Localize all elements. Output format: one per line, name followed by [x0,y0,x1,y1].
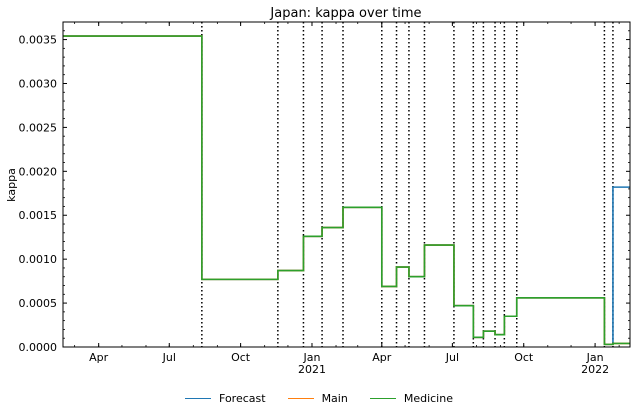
legend-swatch-main [287,398,314,399]
x-tick-sublabel-7: 2022 [581,363,609,376]
legend-item-forecast[interactable]: Forecast [185,392,266,405]
y-tick-label-1: 0.0005 [19,297,58,310]
y-axis-label: kappa [5,168,18,202]
legend-swatch-medicine [369,398,396,399]
legend-label-main: Main [321,392,348,405]
y-tick-label-0: 0.0000 [19,341,58,354]
plot-frame [62,21,631,348]
y-tick-label-5: 0.0025 [19,121,58,134]
x-tick-label-4: Apr [372,351,392,364]
y-axis: 0.0000 0.0005 0.0010 0.0015 0.0020 0.0025 0.00… [19,21,630,354]
y-tick-label-7: 0.0035 [19,34,58,47]
x-tick-sublabel-3: 2021 [298,363,326,376]
legend: Forecast Main Medicine [0,392,638,405]
x-tick-label-5: Jul [445,351,459,364]
y-tick-label-6: 0.0030 [19,77,58,90]
x-tick-label-1: Jul [162,351,176,364]
y-tick-label-2: 0.0010 [19,253,58,266]
legend-item-medicine[interactable]: Medicine [369,392,453,405]
legend-label-medicine: Medicine [403,392,453,405]
x-tick-label-6: Oct [514,351,534,364]
x-tick-label-2: Oct [231,351,251,364]
chart-title: Japan: kappa over time [269,6,421,21]
series-line-medicine [63,35,630,346]
x-tick-label-7: Jan [586,351,604,364]
y-tick-label-3: 0.0015 [19,209,58,222]
legend-swatch-forecast [185,398,212,399]
y-tick-label-4: 0.0020 [19,165,58,178]
series-layer [63,35,630,346]
legend-item-main[interactable]: Main [287,392,348,405]
x-tick-label-3: Jan [302,351,320,364]
x-tick-label-0: Apr [89,351,109,364]
legend-label-forecast: Forecast [219,392,266,405]
